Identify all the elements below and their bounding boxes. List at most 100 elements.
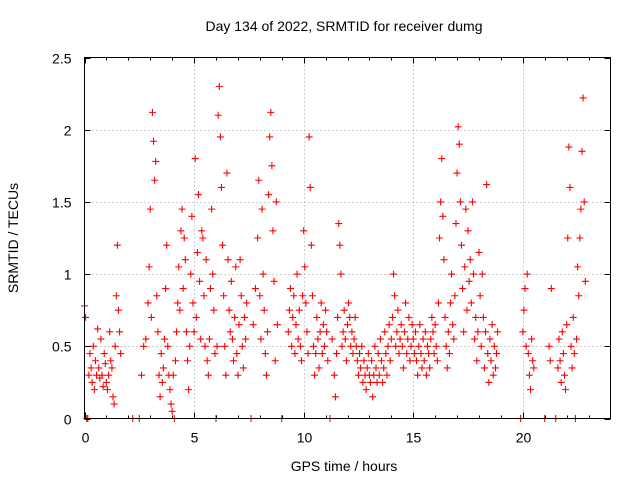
data-point: [153, 292, 161, 300]
data-point: [204, 371, 212, 379]
data-point: [267, 108, 275, 116]
data-point: [368, 357, 376, 365]
data-point: [463, 306, 471, 314]
data-point: [236, 256, 244, 264]
data-point: [243, 299, 251, 307]
data-point: [430, 350, 438, 358]
data-point: [461, 263, 469, 271]
data-point: [483, 181, 491, 189]
x-tick-label: 15: [406, 430, 422, 446]
data-point: [249, 321, 257, 329]
data-point: [394, 306, 402, 314]
data-point: [342, 357, 350, 365]
data-point: [232, 263, 240, 271]
data-point: [545, 342, 553, 350]
data-point: [257, 335, 265, 343]
data-point: [385, 321, 393, 329]
data-point: [441, 313, 449, 321]
data-point: [202, 256, 210, 264]
data-point: [107, 357, 115, 365]
data-point: [426, 364, 434, 372]
data-point: [311, 371, 319, 379]
data-point: [116, 328, 124, 336]
data-point: [162, 285, 170, 293]
data-point: [228, 335, 236, 343]
data-point: [221, 342, 229, 350]
data-point: [242, 335, 250, 343]
data-point: [490, 342, 498, 350]
data-point: [438, 155, 446, 163]
data-point: [519, 328, 527, 336]
data-point: [297, 357, 305, 365]
data-point: [488, 321, 496, 329]
data-point: [190, 328, 198, 336]
y-axis-title: SRMTID / TECUs: [5, 183, 21, 293]
data-point: [104, 386, 112, 394]
data-point: [400, 328, 408, 336]
data-point: [205, 335, 213, 343]
data-point: [445, 350, 453, 358]
data-point: [163, 241, 171, 249]
data-point: [210, 306, 218, 314]
data-point: [264, 328, 272, 336]
data-point: [155, 371, 163, 379]
data-point: [377, 357, 385, 365]
data-point: [288, 342, 296, 350]
data-point: [312, 350, 320, 358]
data-point: [144, 299, 152, 307]
data-point: [452, 220, 460, 228]
data-point: [440, 256, 448, 264]
data-point: [562, 386, 570, 394]
data-point: [454, 123, 462, 131]
data-point: [160, 335, 168, 343]
data-point: [318, 350, 326, 358]
data-point: [265, 191, 273, 199]
data-point: [231, 313, 239, 321]
data-point: [428, 313, 436, 321]
data-point: [174, 299, 182, 307]
data-point: [439, 212, 447, 220]
chart-title: Day 134 of 2022, SRMTID for receiver dum…: [205, 18, 482, 34]
data-point: [262, 371, 270, 379]
x-tick-label: 10: [297, 430, 313, 446]
data-point: [256, 292, 264, 300]
data-point: [344, 321, 351, 329]
data-point: [427, 335, 435, 343]
data-point: [259, 270, 267, 278]
data-point: [557, 378, 565, 386]
data-point: [411, 328, 419, 336]
data-point: [466, 256, 474, 264]
data-point: [271, 357, 279, 365]
data-point: [146, 205, 154, 213]
data-point: [226, 328, 234, 336]
data-point: [460, 328, 468, 336]
data-point: [150, 137, 158, 145]
data-point: [168, 407, 176, 415]
data-point: [112, 292, 120, 300]
data-point: [258, 205, 266, 213]
data-point: [558, 328, 566, 336]
data-point: [569, 313, 577, 321]
data-point: [580, 198, 588, 206]
data-point: [484, 350, 492, 358]
data-point: [409, 335, 417, 343]
data-point: [301, 263, 309, 271]
data-point: [436, 234, 444, 242]
data-point: [255, 176, 263, 184]
data-point: [100, 350, 108, 358]
data-point: [489, 371, 497, 379]
data-point: [154, 328, 162, 336]
data-point: [167, 400, 175, 408]
data-point: [374, 350, 382, 358]
data-point: [433, 357, 441, 365]
data-point: [474, 328, 482, 336]
data-point: [387, 335, 395, 343]
data-point: [491, 364, 499, 372]
data-point: [273, 321, 281, 329]
data-point: [369, 393, 377, 401]
data-point: [291, 350, 299, 358]
data-point: [459, 285, 467, 293]
data-point: [477, 342, 485, 350]
data-point: [240, 313, 248, 321]
data-point: [289, 313, 297, 321]
